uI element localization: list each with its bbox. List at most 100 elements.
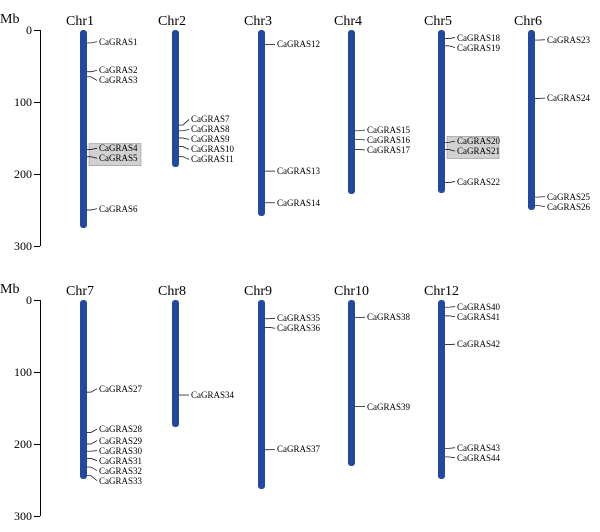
leader-line <box>87 209 97 210</box>
chr-bar-Chr2 <box>172 30 179 167</box>
leader-line <box>535 206 545 207</box>
leader-line <box>87 429 97 432</box>
axis-tick-label: 300 <box>10 239 32 254</box>
gene-label-CaGRAS39: CaGRAS39 <box>367 402 410 412</box>
axis-tick <box>34 444 40 445</box>
gene-label-CaGRAS1: CaGRAS1 <box>99 37 138 47</box>
leader-line <box>87 441 97 444</box>
axis-tick <box>34 516 40 517</box>
gene-label-CaGRAS13: CaGRAS13 <box>277 166 320 176</box>
axis-tick <box>34 30 40 31</box>
gene-label-CaGRAS20: CaGRAS20 <box>457 136 500 146</box>
axis-tick-label: 300 <box>10 509 32 524</box>
chr-label-Chr10: Chr10 <box>334 284 369 300</box>
axis-tick <box>34 246 40 247</box>
gene-label-CaGRAS40: CaGRAS40 <box>457 302 500 312</box>
gene-label-CaGRAS9: CaGRAS9 <box>191 134 230 144</box>
axis-tick <box>34 372 40 373</box>
chr-bar-Chr7 <box>80 300 87 479</box>
axis-line <box>40 30 41 246</box>
gene-label-CaGRAS33: CaGRAS33 <box>99 476 142 486</box>
gene-label-CaGRAS31: CaGRAS31 <box>99 456 142 466</box>
chr-bar-Chr12 <box>438 300 445 479</box>
gene-label-CaGRAS4: CaGRAS4 <box>99 143 138 153</box>
leader-line <box>87 77 97 81</box>
gene-label-CaGRAS38: CaGRAS38 <box>367 312 410 322</box>
gene-label-CaGRAS37: CaGRAS37 <box>277 444 320 454</box>
gene-label-CaGRAS29: CaGRAS29 <box>99 436 142 446</box>
axis-tick <box>34 102 40 103</box>
gene-label-CaGRAS36: CaGRAS36 <box>277 323 320 333</box>
leader-line <box>87 467 97 471</box>
leader-line <box>87 458 97 460</box>
leader-line <box>179 119 189 125</box>
leader-line <box>445 46 455 48</box>
gene-label-CaGRAS6: CaGRAS6 <box>99 204 138 214</box>
gene-label-CaGRAS7: CaGRAS7 <box>191 114 230 124</box>
axis-tick-label: 0 <box>10 293 32 308</box>
gene-label-CaGRAS14: CaGRAS14 <box>277 198 320 208</box>
leader-line <box>87 476 97 481</box>
gene-label-CaGRAS27: CaGRAS27 <box>99 384 142 394</box>
gene-label-CaGRAS17: CaGRAS17 <box>367 145 410 155</box>
leader-line <box>445 38 455 39</box>
gene-label-CaGRAS3: CaGRAS3 <box>99 75 138 85</box>
leader-line <box>265 327 275 328</box>
leader-line <box>445 344 455 345</box>
gene-label-CaGRAS18: CaGRAS18 <box>457 33 500 43</box>
gene-label-CaGRAS19: CaGRAS19 <box>457 43 500 53</box>
chr-label-Chr6: Chr6 <box>514 14 542 30</box>
gene-label-CaGRAS28: CaGRAS28 <box>99 424 142 434</box>
leader-line <box>87 70 97 71</box>
axis-tick-label: 100 <box>10 365 32 380</box>
chr-bar-Chr3 <box>258 30 265 216</box>
chr-label-Chr2: Chr2 <box>158 14 186 30</box>
chr-bar-Chr4 <box>348 30 355 194</box>
leader-line <box>179 138 189 139</box>
leader-line <box>87 451 97 452</box>
axis-tick <box>34 174 40 175</box>
gene-label-CaGRAS34: CaGRAS34 <box>191 390 234 400</box>
gene-label-CaGRAS22: CaGRAS22 <box>457 177 500 187</box>
chr-label-Chr8: Chr8 <box>158 284 186 300</box>
chr-label-Chr3: Chr3 <box>244 14 272 30</box>
gene-label-CaGRAS15: CaGRAS15 <box>367 125 410 135</box>
gene-label-CaGRAS43: CaGRAS43 <box>457 443 500 453</box>
gene-label-CaGRAS23: CaGRAS23 <box>547 35 590 45</box>
gene-label-CaGRAS41: CaGRAS41 <box>457 312 500 322</box>
chr-bar-Chr1 <box>80 30 87 228</box>
leader-line <box>445 457 455 458</box>
leader-line <box>179 157 189 160</box>
chr-bar-Chr6 <box>528 30 535 210</box>
chromosome-map: Mb0100200300Chr1CaGRAS1CaGRAS2CaGRAS3CaG… <box>0 0 600 532</box>
gene-label-CaGRAS24: CaGRAS24 <box>547 93 590 103</box>
gene-label-CaGRAS25: CaGRAS25 <box>547 192 590 202</box>
gene-label-CaGRAS32: CaGRAS32 <box>99 466 142 476</box>
chr-label-Chr12: Chr12 <box>424 284 459 300</box>
leader-line <box>445 316 455 317</box>
chr-label-Chr1: Chr1 <box>66 14 94 30</box>
axis-tick-label: 100 <box>10 95 32 110</box>
gene-label-CaGRAS2: CaGRAS2 <box>99 65 138 75</box>
leader-line <box>355 130 365 131</box>
leader-line <box>445 182 455 183</box>
gene-label-CaGRAS8: CaGRAS8 <box>191 124 230 134</box>
gene-label-CaGRAS16: CaGRAS16 <box>367 135 410 145</box>
gene-label-CaGRAS12: CaGRAS12 <box>277 39 320 49</box>
chr-label-Chr4: Chr4 <box>334 14 362 30</box>
gene-label-CaGRAS42: CaGRAS42 <box>457 339 500 349</box>
leader-line <box>87 42 97 43</box>
leader-line <box>179 147 189 150</box>
chr-label-Chr9: Chr9 <box>244 284 272 300</box>
chr-bar-Chr9 <box>258 300 265 489</box>
axis-tick-label: 200 <box>10 437 32 452</box>
chr-bar-Chr10 <box>348 300 355 466</box>
chr-bar-Chr8 <box>172 300 179 427</box>
gene-label-CaGRAS35: CaGRAS35 <box>277 313 320 323</box>
gene-label-CaGRAS26: CaGRAS26 <box>547 202 590 212</box>
axis-tick-label: 200 <box>10 167 32 182</box>
chr-bar-Chr5 <box>438 30 445 193</box>
leader-line <box>445 448 455 449</box>
chr-label-Chr5: Chr5 <box>424 14 452 30</box>
gene-label-CaGRAS30: CaGRAS30 <box>99 446 142 456</box>
